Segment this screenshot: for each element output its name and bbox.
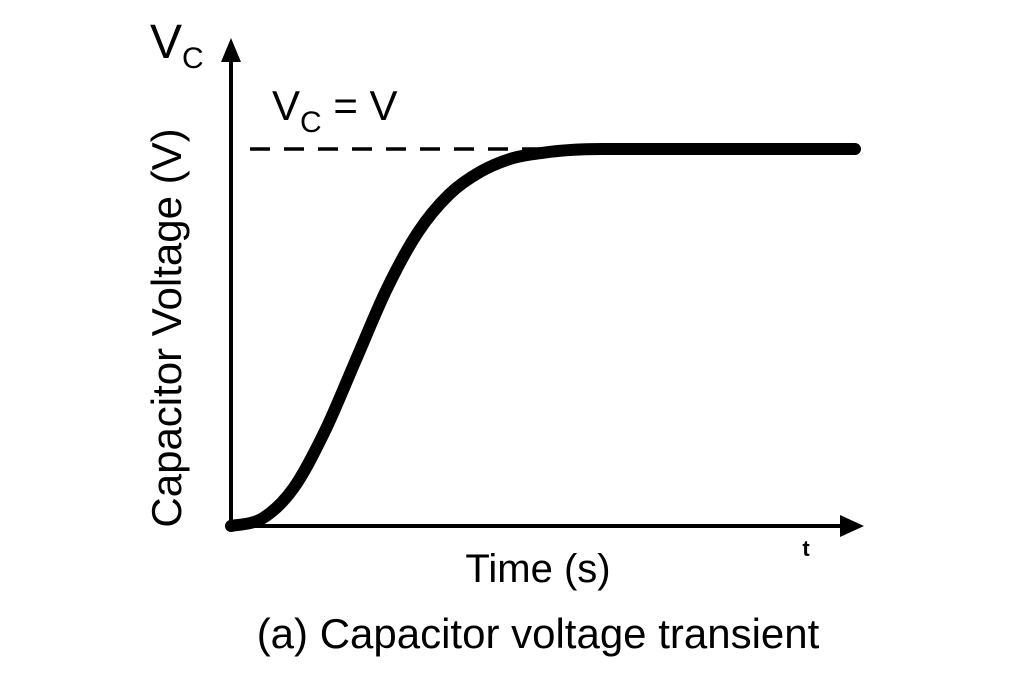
asymptote-label-rest: = V — [322, 82, 398, 129]
asymptote-label-main: V — [272, 82, 300, 129]
x-axis-end-label: t — [802, 536, 810, 561]
y-axis-end-label-sub: C — [182, 42, 204, 75]
y-axis-label: Capacitor Voltage (V) — [143, 128, 190, 527]
asymptote-label-sub: C — [300, 106, 322, 139]
asymptote-label: VC = V — [272, 82, 398, 139]
y-axis-end-label: VC — [150, 16, 204, 75]
y-axis-end-label-main: V — [150, 16, 182, 69]
x-axis-arrowhead — [840, 515, 864, 537]
series-line — [225, 142, 861, 532]
y-axis-arrowhead — [221, 38, 241, 62]
figure-caption: (a) Capacitor voltage transient — [257, 610, 820, 657]
x-axis-label: Time (s) — [465, 547, 610, 591]
